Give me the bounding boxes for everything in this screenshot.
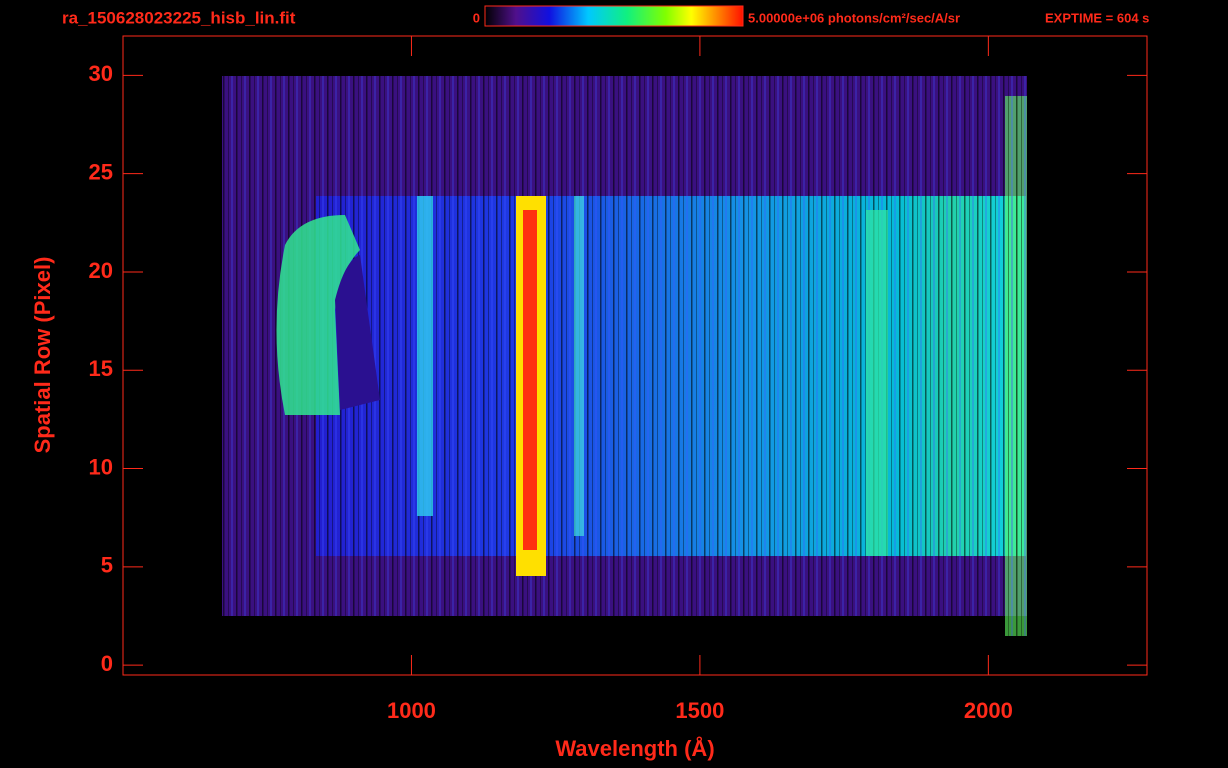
x-axis-label: Wavelength (Å) xyxy=(555,735,714,761)
y-tick-label: 25 xyxy=(89,159,113,184)
colorbar-min-label: 0 xyxy=(473,10,480,25)
y-tick-label: 20 xyxy=(89,258,113,283)
y-tick-label: 5 xyxy=(101,553,113,578)
chart-title: ra_150628023225_hisb_lin.fit xyxy=(62,8,296,27)
x-tick-label: 1000 xyxy=(387,698,436,723)
annotation: EXPTIME = 604 s xyxy=(1045,10,1149,25)
y-axis-label: Spatial Row (Pixel) xyxy=(30,257,55,454)
x-tick-label: 1500 xyxy=(675,698,724,723)
x-tick-label: 2000 xyxy=(964,698,1013,723)
y-tick-label: 30 xyxy=(89,61,113,86)
y-tick-label: 15 xyxy=(89,356,113,381)
plot-frame xyxy=(122,35,1148,676)
y-tick-label: 10 xyxy=(89,454,113,479)
colorbar-max-label: 5.00000e+06 photons/cm²/sec/A/sr xyxy=(748,10,960,25)
spectral-image xyxy=(222,76,1027,636)
colorbar xyxy=(484,5,744,27)
y-tick-label: 0 xyxy=(101,651,113,676)
